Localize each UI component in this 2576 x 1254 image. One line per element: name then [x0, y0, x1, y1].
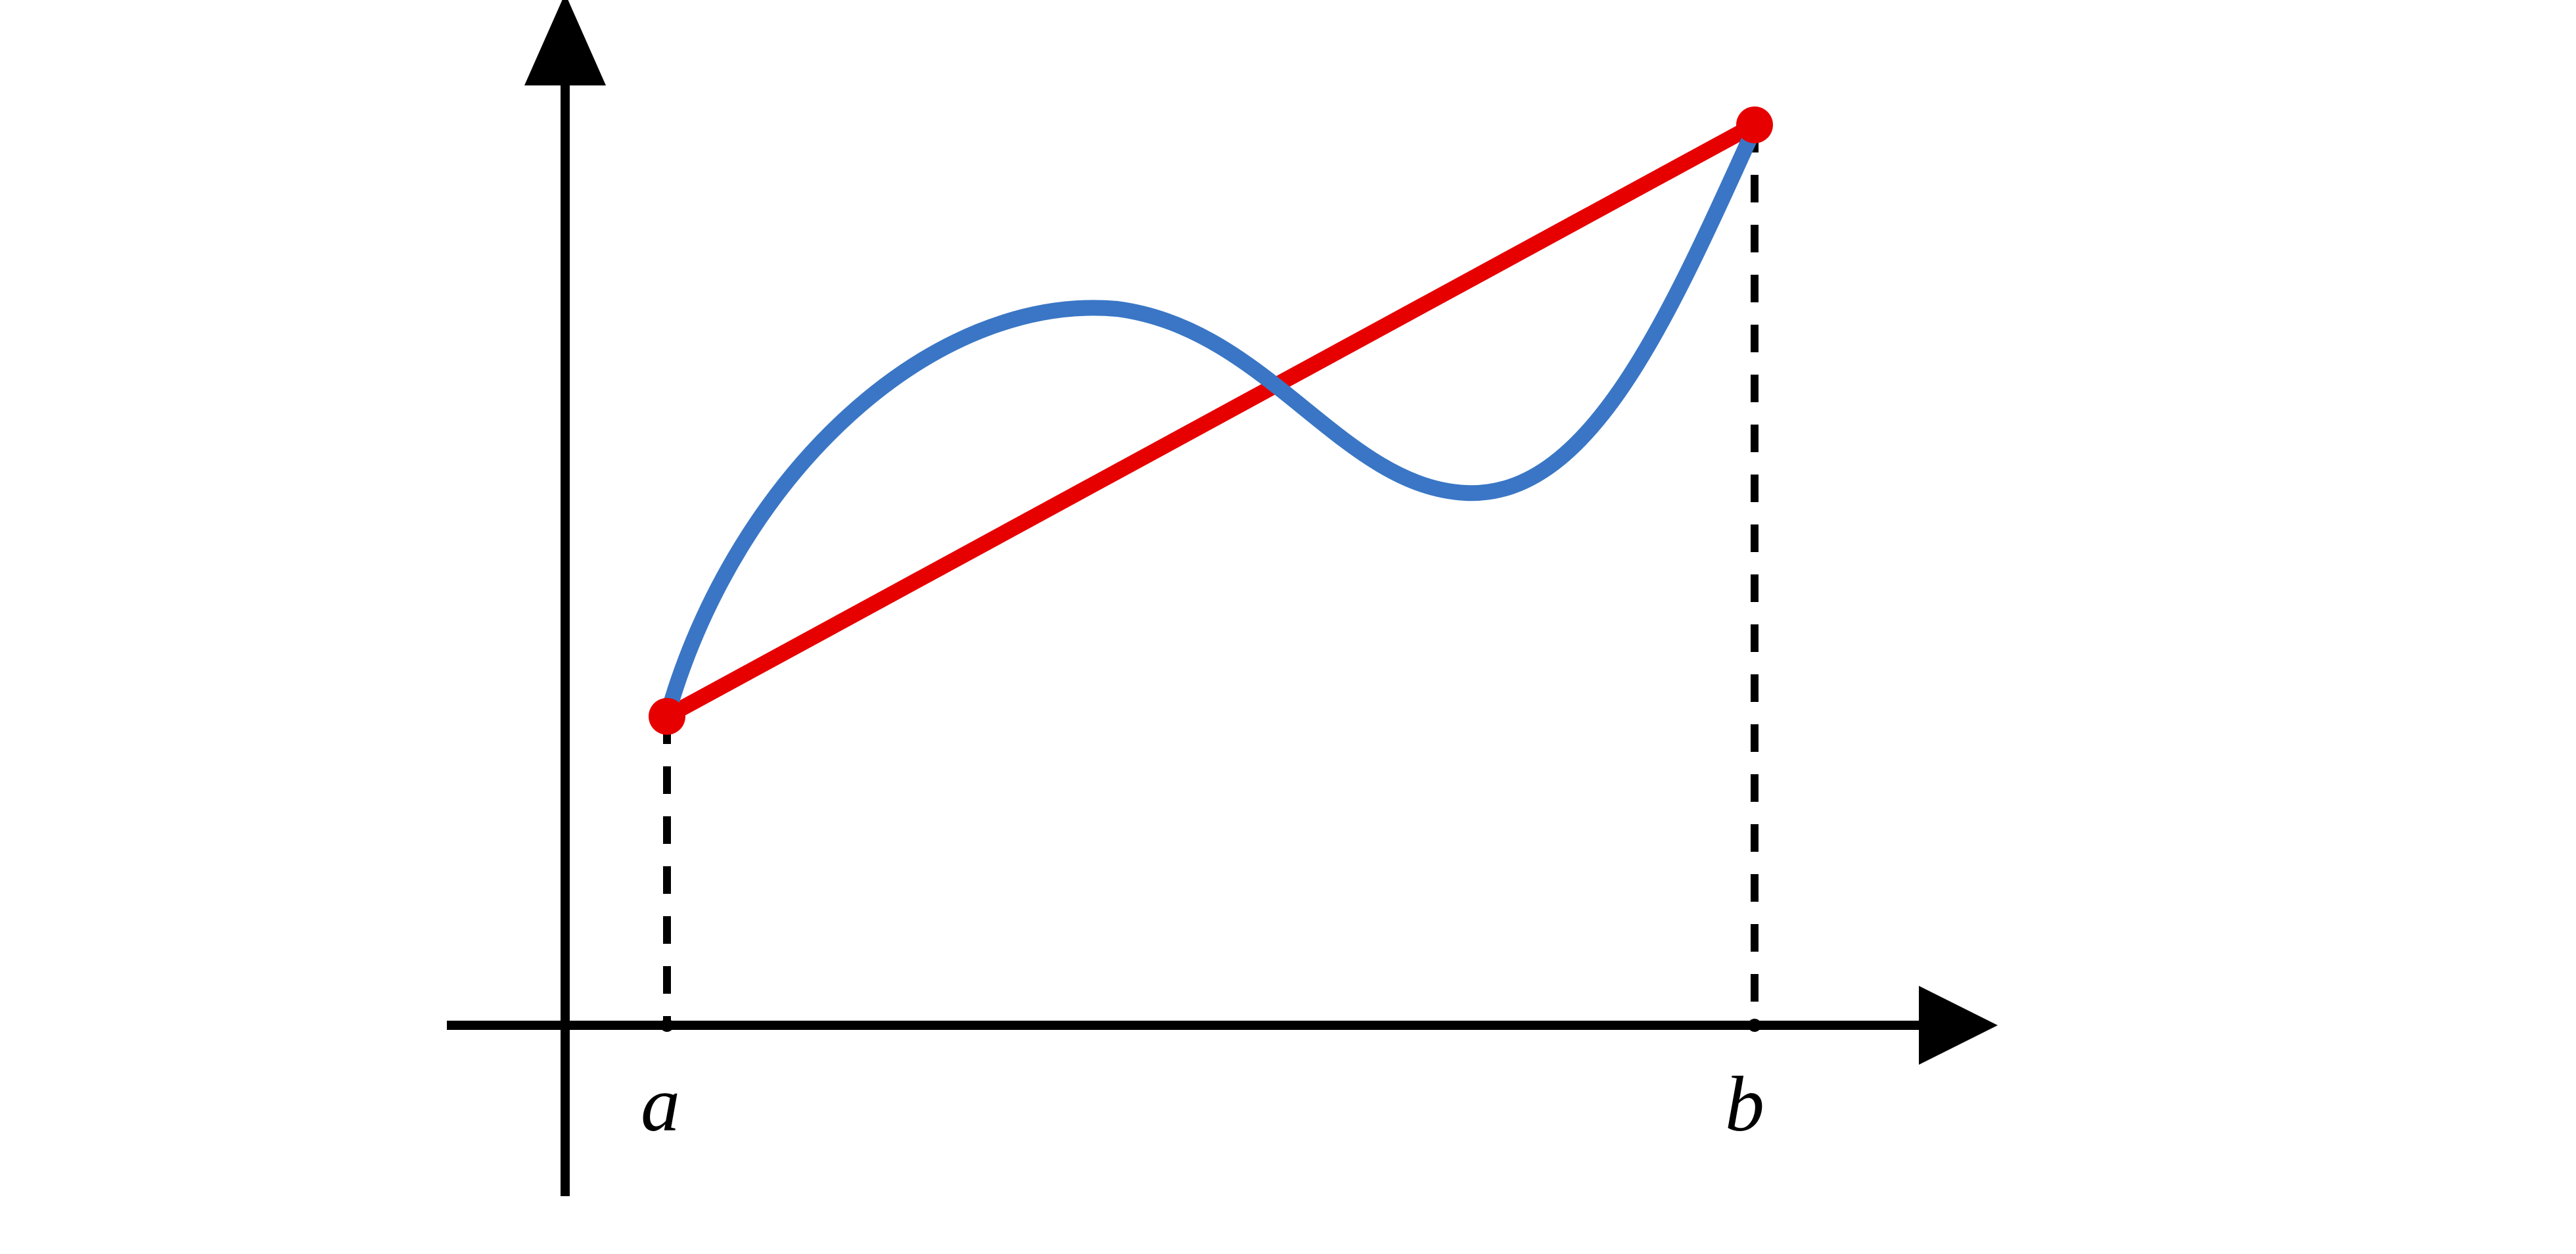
tick-a	[660, 1019, 674, 1032]
tick-b	[1748, 1019, 1761, 1032]
axis-label-a: a	[641, 1060, 680, 1148]
endpoint-a	[649, 698, 685, 735]
y-axis-arrow-icon	[524, 0, 606, 85]
x-axis-arrow-icon	[1919, 986, 1998, 1065]
endpoint-b	[1736, 106, 1773, 143]
axis-label-b: b	[1725, 1060, 1764, 1148]
